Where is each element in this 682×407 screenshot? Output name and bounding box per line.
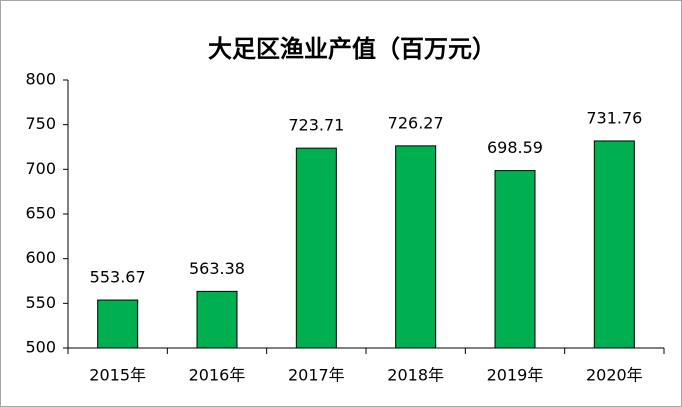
data-label: 553.67 [90, 268, 146, 287]
x-tick-label: 2018年 [387, 366, 444, 385]
x-tick-label: 2016年 [189, 366, 246, 385]
bar [494, 170, 536, 349]
x-tick-label: 2019年 [487, 366, 544, 385]
y-tick-label: 550 [25, 293, 56, 312]
x-tick-label: 2020年 [586, 366, 643, 385]
x-tick-label: 2015年 [89, 366, 146, 385]
y-tick-label: 800 [25, 70, 56, 89]
bar [395, 145, 437, 349]
y-tick-label: 500 [25, 338, 56, 357]
x-tick-label: 2017年 [288, 366, 345, 385]
data-label: 698.59 [487, 138, 543, 157]
y-tick-label: 650 [25, 204, 56, 223]
data-label: 731.76 [586, 108, 642, 127]
data-label: 563.38 [189, 259, 245, 278]
bar [196, 290, 238, 349]
y-tick-label: 700 [25, 159, 56, 178]
data-label: 726.27 [388, 113, 444, 132]
bar [295, 147, 337, 349]
chart-title: 大足区渔业产值（百万元） [208, 35, 496, 63]
bar [97, 299, 139, 349]
bar [593, 140, 635, 349]
y-tick-label: 600 [25, 248, 56, 267]
y-tick-label: 750 [25, 114, 56, 133]
data-label: 723.71 [288, 116, 344, 135]
